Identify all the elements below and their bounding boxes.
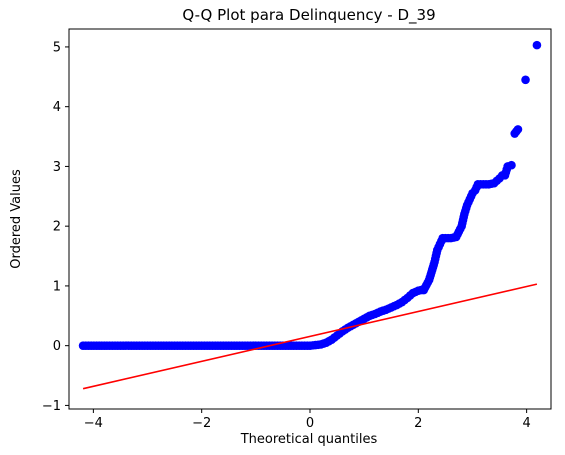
chart-title: Q-Q Plot para Delinquency - D_39 <box>182 6 435 25</box>
x-axis-label: Theoretical quantiles <box>240 432 378 447</box>
y-tick-label: 2 <box>53 220 61 235</box>
data-points <box>78 40 542 350</box>
fit-line-group <box>82 283 538 390</box>
y-tick-label: 0 <box>53 339 61 354</box>
fit-line <box>82 283 538 390</box>
y-axis-label: Ordered Values <box>9 169 24 269</box>
y-tick-label: 4 <box>53 100 61 115</box>
axes-frame <box>68 28 552 410</box>
x-tick-label: −4 <box>84 416 103 431</box>
y-axis-ticks: −1 0 1 2 3 4 5 <box>42 40 69 414</box>
data-point <box>507 160 516 170</box>
y-tick-label: 3 <box>53 160 61 175</box>
x-tick-label: −2 <box>192 416 211 431</box>
data-point <box>521 75 530 85</box>
x-tick-label: 2 <box>414 416 422 431</box>
x-tick-label: 4 <box>522 416 530 431</box>
y-tick-label: 5 <box>53 40 61 55</box>
data-point <box>513 125 523 134</box>
x-axis-ticks: −4 −2 0 2 4 <box>84 409 531 431</box>
x-tick-label: 0 <box>306 416 314 431</box>
data-point <box>532 40 542 50</box>
y-tick-label: −1 <box>42 399 61 414</box>
plot-area <box>78 40 542 390</box>
y-tick-label: 1 <box>53 279 61 294</box>
